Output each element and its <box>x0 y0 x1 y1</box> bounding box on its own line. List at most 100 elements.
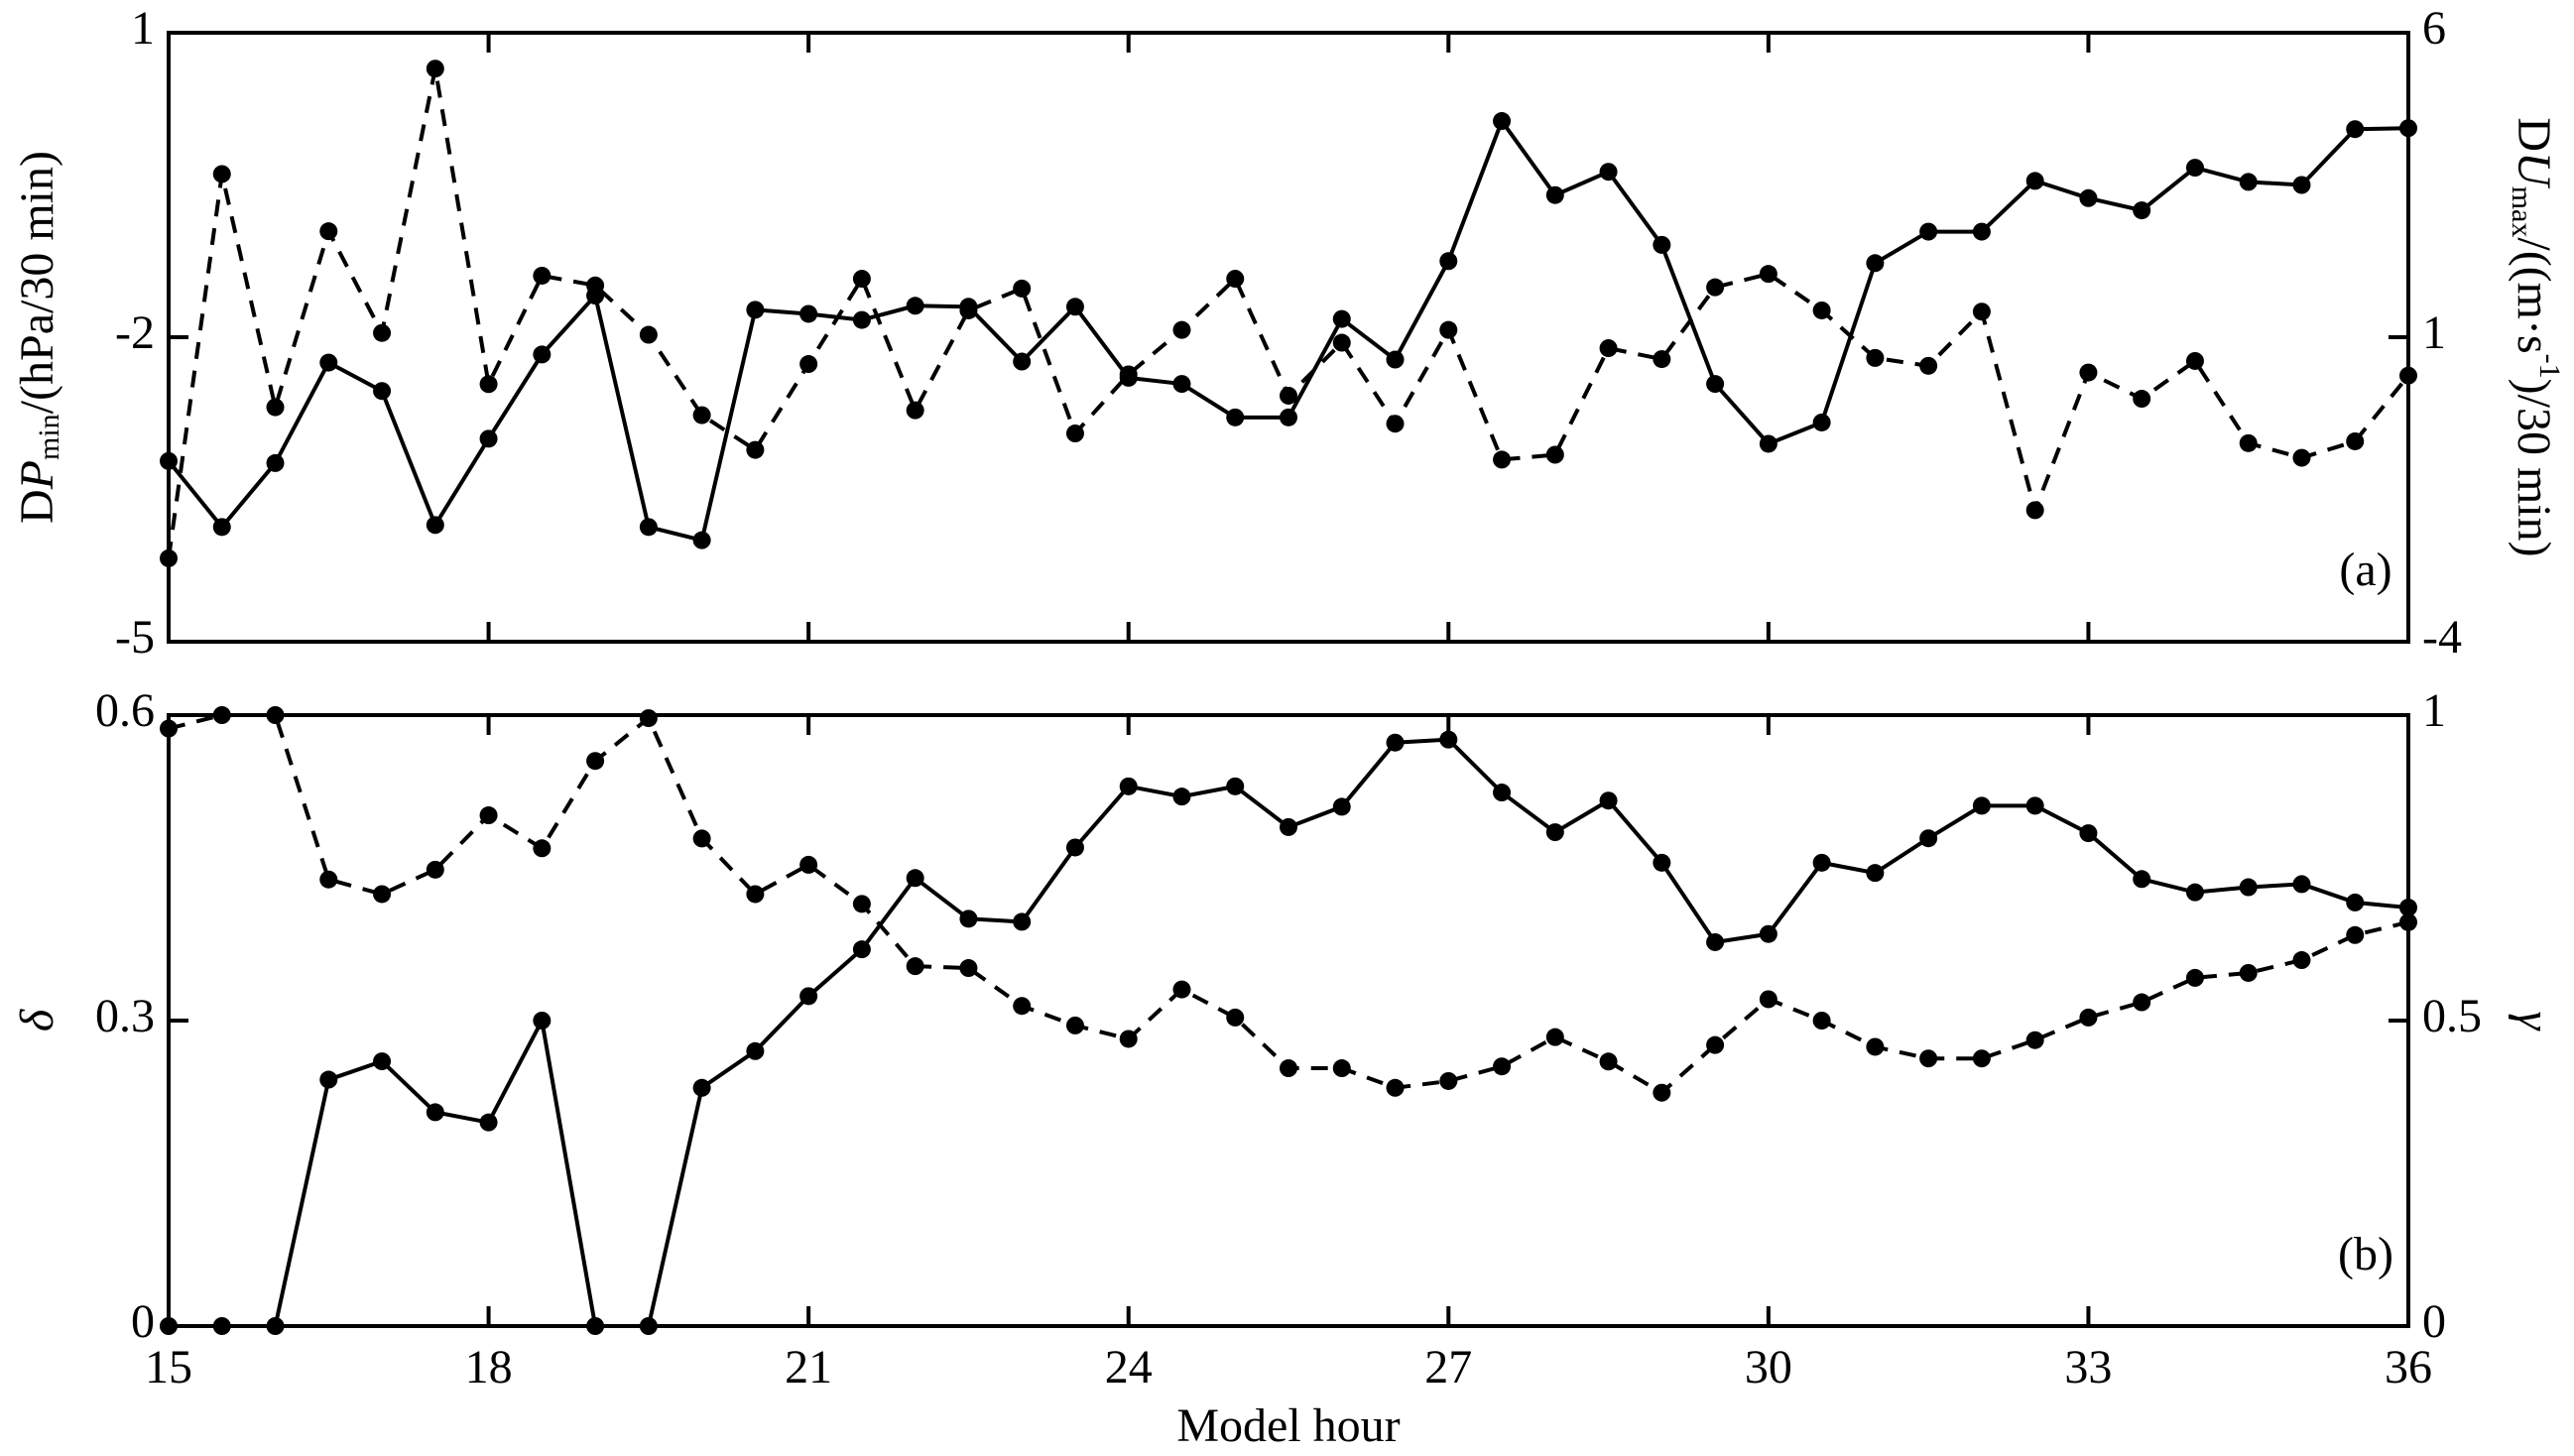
data-point <box>426 516 444 535</box>
data-point <box>1386 350 1405 369</box>
data-point <box>1172 980 1191 999</box>
data-point <box>586 1317 605 1335</box>
data-point <box>1439 730 1458 749</box>
data-point <box>2346 431 2365 450</box>
data-point <box>799 355 818 374</box>
data-point <box>1332 309 1351 328</box>
data-point <box>799 304 818 323</box>
data-point <box>1065 838 1084 857</box>
data-point <box>1065 425 1084 443</box>
data-point <box>1545 445 1564 464</box>
data-point <box>212 165 231 183</box>
x-tick-label: 36 <box>2385 1341 2432 1394</box>
axis-label-part: U <box>2508 152 2560 189</box>
data-point <box>426 60 444 78</box>
data-point <box>1866 1037 1885 1056</box>
data-point <box>2346 120 2365 139</box>
data-point <box>1386 415 1405 433</box>
axis-label-part: δ <box>11 1009 63 1031</box>
data-point <box>906 869 924 888</box>
y-tick-label: 0 <box>131 1295 155 1348</box>
data-point <box>373 382 392 401</box>
data-point <box>1172 788 1191 806</box>
data-point <box>533 266 552 285</box>
data-point <box>1065 1016 1084 1034</box>
data-point <box>1706 1035 1725 1054</box>
data-point <box>2185 159 2204 178</box>
data-point <box>746 301 765 319</box>
axis-label-part: P <box>11 460 63 490</box>
data-point <box>533 1012 552 1030</box>
data-point <box>479 1113 498 1132</box>
data-point <box>1280 408 1297 426</box>
data-point <box>906 957 924 976</box>
data-point <box>1812 301 1831 319</box>
plot-frame <box>167 713 2410 1328</box>
data-point <box>1226 777 1245 795</box>
data-point <box>2025 796 2044 815</box>
y2-tick-label: 0.5 <box>2422 990 2482 1042</box>
data-point <box>1493 112 1512 131</box>
data-point <box>1972 222 1991 241</box>
data-point <box>319 353 338 372</box>
data-point <box>2079 363 2098 382</box>
data-point <box>1332 333 1351 352</box>
axis-label-part: min <box>33 414 65 460</box>
panel-label: (a) <box>2339 544 2391 596</box>
data-point <box>1812 1012 1831 1030</box>
data-point <box>1653 235 1671 254</box>
data-point <box>2133 993 2151 1012</box>
data-point <box>319 222 338 241</box>
data-point <box>1493 450 1512 469</box>
data-point <box>266 1317 285 1335</box>
data-point <box>1759 924 1777 943</box>
y2-axis-label: DUmax/((m·s-1)/30 min) <box>2506 117 2566 556</box>
data-point <box>852 270 871 289</box>
data-point <box>639 1317 658 1335</box>
data-point <box>1866 348 1885 367</box>
data-point <box>2079 1008 2098 1027</box>
data-point <box>212 518 231 537</box>
data-point <box>212 706 231 724</box>
data-point <box>1919 1049 1938 1068</box>
data-point <box>692 1078 711 1097</box>
y-tick-label: 0.3 <box>95 990 155 1042</box>
y2-axis-label: γ <box>2508 1012 2560 1031</box>
data-point <box>1493 1057 1512 1076</box>
data-point <box>1653 1083 1671 1102</box>
data-point <box>1545 823 1564 842</box>
data-point <box>2292 176 2311 194</box>
data-point <box>373 323 392 342</box>
data-point <box>266 398 285 417</box>
data-point <box>799 987 818 1006</box>
data-point <box>2239 173 2258 191</box>
axis-label-part: D <box>2508 117 2560 152</box>
data-point <box>799 855 818 874</box>
data-point <box>852 940 871 959</box>
data-point <box>2239 433 2258 452</box>
data-point <box>2399 366 2417 385</box>
data-point <box>1439 252 1458 271</box>
data-point <box>1706 375 1725 394</box>
data-point <box>1759 434 1777 453</box>
data-point <box>1226 270 1245 289</box>
data-point <box>2292 875 2311 894</box>
data-point <box>586 752 605 771</box>
data-point <box>1599 163 1618 182</box>
data-point <box>160 451 178 470</box>
data-point <box>1919 829 1938 848</box>
data-point <box>1812 853 1831 872</box>
data-point <box>2399 119 2417 138</box>
data-point <box>1866 864 1885 883</box>
y-axis-label: δ <box>11 1009 63 1031</box>
data-point <box>1119 365 1138 384</box>
data-point <box>266 453 285 472</box>
data-point <box>160 1317 178 1335</box>
x-tick-label: 30 <box>1745 1341 1792 1394</box>
data-point <box>2239 878 2258 897</box>
data-point <box>1280 1059 1297 1078</box>
data-point <box>1653 350 1671 369</box>
data-point <box>852 895 871 913</box>
y2-tick-label: -4 <box>2422 611 2462 664</box>
axis-label-part: /(hPa/30 min) <box>11 151 63 414</box>
